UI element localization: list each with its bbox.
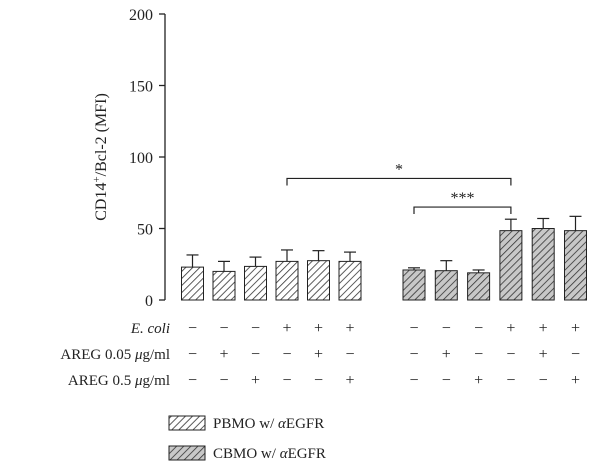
- condition-labels: E. coli AREG 0.05 μg/ml AREG 0.5 μg/ml: [60, 321, 170, 389]
- bar-cbmo: [434, 270, 458, 301]
- condition-sign: −: [251, 320, 260, 337]
- bar-cbmo: [564, 230, 587, 301]
- condition-sign: −: [409, 372, 418, 389]
- condition-sign: −: [188, 320, 197, 337]
- bars-group: [181, 228, 587, 301]
- condition-sign: +: [539, 346, 548, 363]
- condition-sign: −: [282, 346, 291, 363]
- significance-bracket: [286, 177, 512, 186]
- condition-sign: +: [282, 320, 291, 337]
- condition-sign: −: [539, 372, 548, 389]
- condition-signs: − − − + + + − − − + + + − + − − + − − + − − + − − − + − − + − − + − − +: [188, 320, 580, 389]
- condition-sign: +: [251, 372, 260, 389]
- bar-cbmo: [531, 228, 555, 301]
- y-axis-title-superscript: +: [91, 176, 103, 182]
- condition-sign: −: [409, 346, 418, 363]
- legend-label-pbmo: PBMO w/ αEGFR: [213, 416, 324, 432]
- significance-label: *: [395, 161, 403, 178]
- y-tick-label: 200: [129, 7, 153, 24]
- condition-sign: −: [506, 372, 515, 389]
- legend-label-cbmo: CBMO w/ αEGFR: [213, 446, 326, 462]
- legend-swatch-pbmo: [168, 415, 206, 431]
- condition-sign: +: [314, 320, 323, 337]
- condition-sign: −: [442, 320, 451, 337]
- y-tick-label: 150: [129, 79, 153, 96]
- condition-sign: −: [251, 346, 260, 363]
- condition-sign: +: [571, 320, 580, 337]
- condition-sign: +: [539, 320, 548, 337]
- significance-label: ***: [450, 190, 474, 207]
- y-tick-label: 50: [137, 222, 153, 239]
- condition-sign: +: [506, 320, 515, 337]
- error-bars-group: [186, 215, 582, 273]
- bar-pbmo: [275, 260, 299, 301]
- bar-pbmo: [212, 270, 236, 301]
- condition-label-areg-05: AREG 0.5 μg/ml: [68, 373, 170, 389]
- bar-pbmo: [307, 260, 330, 301]
- condition-sign: −: [409, 320, 418, 337]
- legend: PBMO w/ αEGFR CBMO w/ αEGFR: [168, 415, 326, 462]
- condition-sign: +: [571, 372, 580, 389]
- bar-cbmo: [402, 269, 426, 301]
- condition-sign: −: [571, 346, 580, 363]
- condition-sign: −: [219, 320, 228, 337]
- condition-sign: −: [219, 372, 228, 389]
- condition-sign: −: [345, 346, 354, 363]
- condition-sign: +: [314, 346, 323, 363]
- condition-sign: −: [474, 320, 483, 337]
- y-tick-label: 100: [129, 150, 153, 167]
- y-tick-label: 0: [145, 293, 153, 310]
- bar-pbmo: [244, 265, 267, 301]
- condition-sign: −: [474, 346, 483, 363]
- condition-sign: +: [474, 372, 483, 389]
- y-axis-title-rest: /Bcl-2 (MFI): [93, 93, 110, 176]
- significance-bracket: [413, 206, 512, 215]
- y-axis-title-main: CD14: [93, 183, 110, 221]
- condition-sign: +: [345, 320, 354, 337]
- legend-swatch-cbmo: [168, 445, 206, 461]
- y-axis-title: CD14+/Bcl-2 (MFI): [91, 93, 110, 221]
- bar-cbmo: [499, 230, 523, 301]
- bar-pbmo: [338, 260, 362, 301]
- condition-sign: −: [506, 346, 515, 363]
- condition-label-areg-005: AREG 0.05 μg/ml: [60, 347, 170, 363]
- significance-brackets: ****: [286, 161, 512, 215]
- condition-sign: −: [442, 372, 451, 389]
- condition-sign: −: [314, 372, 323, 389]
- condition-sign: +: [442, 346, 451, 363]
- bar-cbmo: [467, 272, 491, 301]
- condition-sign: −: [188, 346, 197, 363]
- svg-text:CD14+/Bcl-2 (MFI): CD14+/Bcl-2 (MFI): [91, 93, 110, 221]
- condition-sign: −: [282, 372, 291, 389]
- condition-sign: +: [345, 372, 354, 389]
- y-axis: 0 50 100 150 200: [129, 7, 166, 310]
- condition-label-ecoli: E. coli: [130, 321, 170, 337]
- condition-sign: +: [219, 346, 228, 363]
- condition-sign: −: [188, 372, 197, 389]
- bar-pbmo: [181, 266, 204, 301]
